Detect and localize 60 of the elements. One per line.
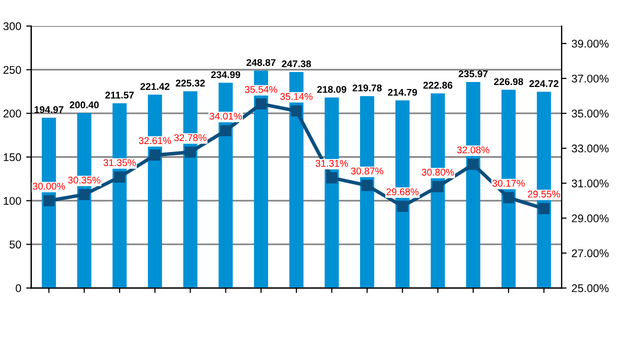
y2-tick-label: 37.00%: [572, 74, 609, 83]
point: [468, 158, 479, 170]
data-label: 35.54%: [244, 86, 278, 93]
y-tick-label: 300: [3, 22, 22, 30]
y-tick-label: 200: [4, 110, 22, 118]
data-label: 235.97: [458, 70, 488, 78]
data-label: 194.97: [34, 106, 64, 114]
data-label: 248.87: [246, 59, 276, 66]
data-label: 30.00%: [32, 182, 66, 190]
data-label: 35.14%: [280, 93, 313, 100]
point: [220, 125, 232, 136]
y2-tick-label: 33.00%: [572, 144, 609, 152]
y2-tick-label: 27.00%: [572, 249, 609, 258]
data-label: 30.17%: [492, 180, 525, 187]
data-label: 222.86: [423, 82, 452, 89]
data-label: 247.38: [282, 60, 311, 68]
point: [362, 180, 373, 192]
data-label: 225.32: [176, 80, 205, 87]
data-label: 32.61%: [138, 137, 172, 144]
data-label: 219.78: [352, 84, 382, 92]
y-tick-label: 100: [4, 196, 22, 205]
data-label: 32.08%: [457, 146, 490, 154]
data-label: 31.31%: [316, 160, 348, 167]
data-label: 226.98: [494, 78, 524, 86]
data-label: 214.79: [388, 88, 417, 96]
data-label: 30.87%: [351, 168, 384, 174]
data-label: 31.35%: [103, 159, 136, 166]
point: [290, 105, 302, 116]
y2-tick-label: 31.00%: [572, 179, 609, 188]
data-label: 29.55%: [528, 190, 560, 198]
data-label: 224.72: [529, 80, 558, 87]
data-label: 29.68%: [386, 188, 419, 196]
point: [255, 98, 267, 110]
data-label: 34.01%: [210, 112, 242, 120]
point: [184, 146, 196, 158]
y2-tick-label: 29.00%: [572, 214, 609, 222]
data-label: 211.57: [105, 92, 134, 99]
data-label: 30.80%: [422, 168, 454, 176]
point: [503, 192, 514, 204]
data-label: 234.99: [211, 71, 240, 78]
point: [326, 172, 338, 184]
point: [114, 172, 126, 183]
point: [432, 181, 444, 192]
y-tick-label: 50: [10, 240, 22, 248]
point: [538, 202, 550, 214]
y2-tick-label: 25.00%: [572, 284, 609, 292]
point: [149, 150, 161, 161]
point: [43, 195, 54, 206]
data-label: 200.40: [70, 101, 99, 108]
y-tick-label: 150: [4, 153, 22, 162]
y2-tick-label: 39.00%: [572, 40, 609, 48]
data-label: 30.35%: [68, 176, 100, 184]
y2-tick-label: 35.00%: [572, 110, 609, 118]
point: [396, 200, 408, 212]
data-label: 218.09: [317, 86, 346, 93]
data-label: 32.78%: [174, 134, 206, 142]
y-tick-label: 250: [4, 66, 22, 74]
y-tick-label: 0: [16, 284, 22, 292]
data-label: 221.42: [140, 83, 170, 90]
point: [78, 189, 90, 200]
